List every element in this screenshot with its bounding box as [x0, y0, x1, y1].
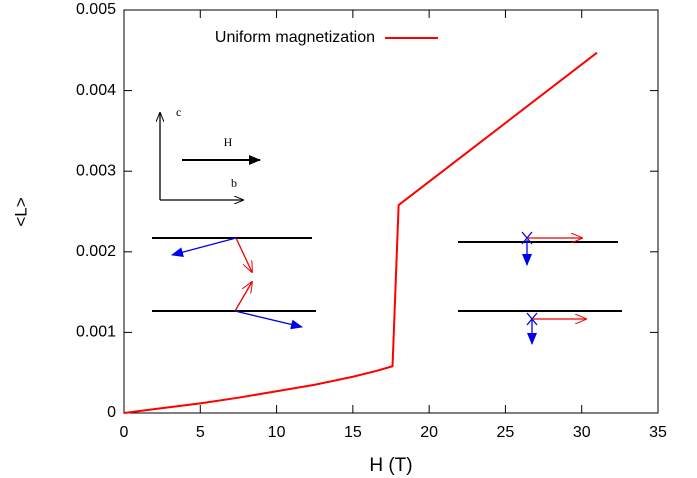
x-tick-label: 15	[344, 424, 362, 441]
y-tick-label: 0.001	[76, 324, 116, 341]
y-tick-label: 0	[107, 404, 116, 421]
inset-diagram: c H b	[152, 105, 622, 345]
plot-frame	[123, 9, 659, 414]
x-tick-label: 25	[497, 424, 515, 441]
x-tick-label: 20	[420, 424, 438, 441]
x-tick-label: 30	[573, 424, 591, 441]
annotation: H	[224, 135, 233, 149]
y-tick-label: 0.002	[76, 243, 116, 260]
y-tick-label: 0.004	[76, 82, 116, 99]
y-tick-label: 0.003	[76, 162, 116, 179]
y-tick-label: 0.005	[76, 1, 116, 18]
annotation: b	[231, 176, 237, 190]
x-tick-label: 35	[649, 424, 667, 441]
x-tick-label: 5	[196, 424, 205, 441]
y-axis-label: <L>	[11, 197, 30, 226]
annotation: c	[176, 105, 181, 119]
legend-label: Uniform magnetization	[215, 29, 375, 46]
x-tick-label: 0	[120, 424, 129, 441]
x-axis-label: H (T)	[369, 455, 412, 476]
x-tick-label: 10	[268, 424, 286, 441]
data-line	[123, 51, 598, 414]
